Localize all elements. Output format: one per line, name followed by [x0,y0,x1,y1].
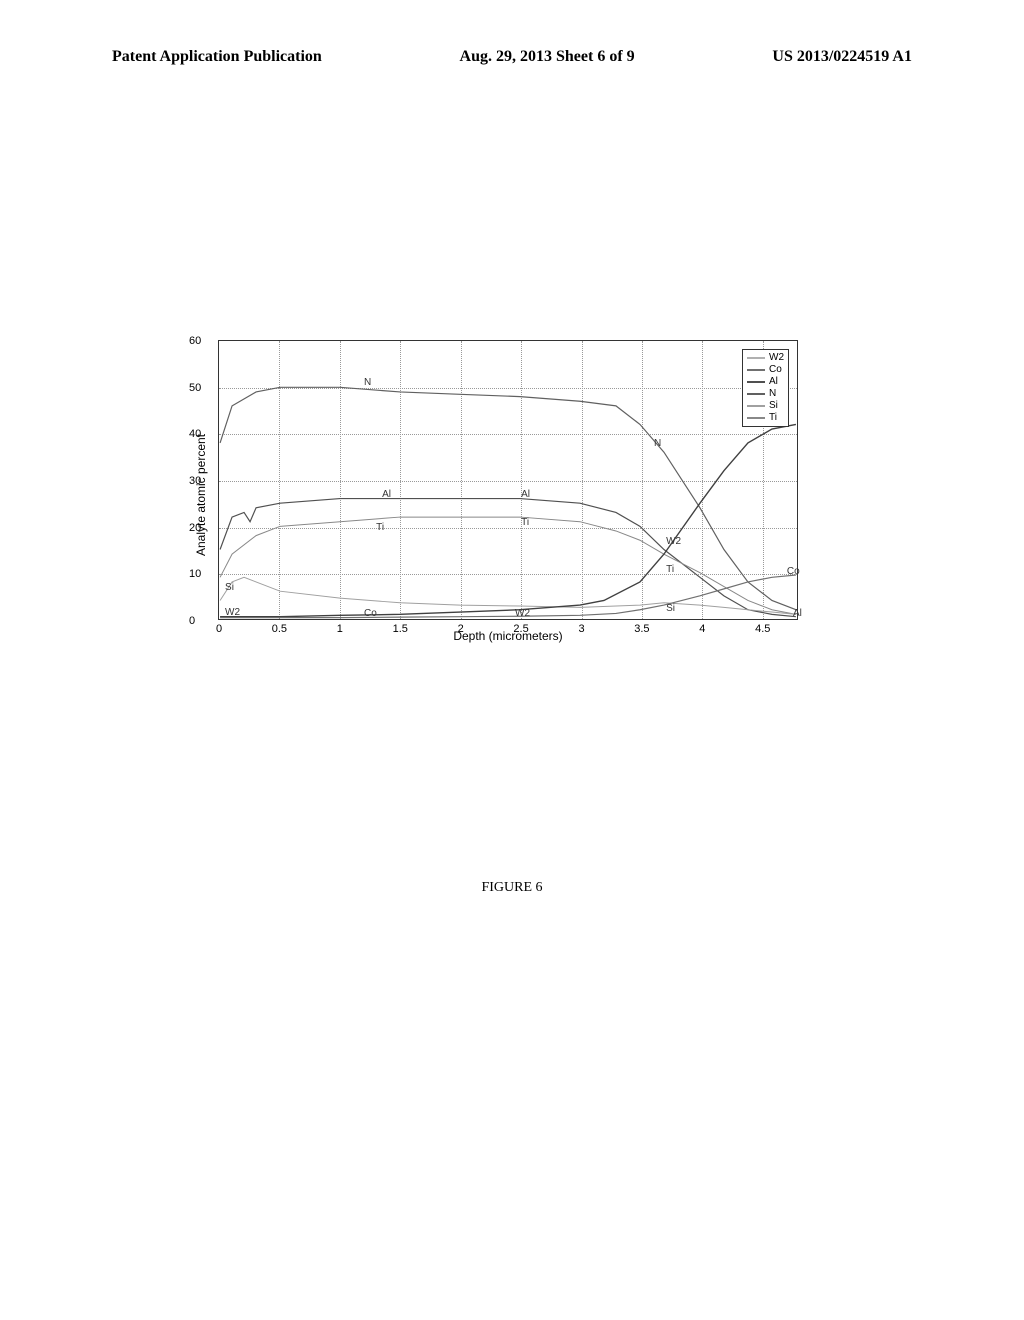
series-inline-label: Si [666,603,675,614]
x-tick-label: 1.5 [393,623,408,635]
legend-label: N [769,388,776,400]
legend-label: Ti [769,412,777,424]
x-tick-label: 3.5 [634,623,649,635]
x-tick-label: 4.5 [755,623,770,635]
legend-row: Si [747,400,784,412]
chart-legend: W2CoAlNSiTi [742,349,789,427]
y-tick-label: 50 [189,382,201,394]
x-tick-label: 0.5 [272,623,287,635]
series-inline-label: Co [364,608,377,619]
y-tick-label: 20 [189,522,201,534]
legend-row: Co [747,364,784,376]
legend-label: Si [769,400,778,412]
legend-swatch-icon [747,405,765,407]
x-tick-label: 0 [216,623,222,635]
header-right: US 2013/0224519 A1 [772,48,912,66]
series-inline-label: W2 [515,608,530,619]
series-inline-label: W2 [225,607,240,618]
series-Al [220,499,796,617]
y-tick-label: 0 [189,615,195,627]
x-tick-label: 4 [699,623,705,635]
header-center: Aug. 29, 2013 Sheet 6 of 9 [460,48,635,66]
series-inline-label: Co [787,566,800,577]
series-inline-label: Ti [521,517,529,528]
depth-profile-chart: Analyte atomic percent W2CoAlNSiTi NNAlA… [160,340,800,650]
series-inline-label: Al [382,489,391,500]
x-tick-label: 3 [578,623,584,635]
series-W2 [220,424,796,616]
legend-row: Al [747,376,784,388]
chart-lines [219,341,797,619]
y-tick-label: 10 [189,568,201,580]
x-tick-label: 2 [458,623,464,635]
x-tick-label: 2.5 [513,623,528,635]
series-inline-label: Si [225,582,234,593]
page-header: Patent Application Publication Aug. 29, … [0,48,1024,66]
legend-swatch-icon [747,381,765,383]
series-Co [220,575,796,618]
series-inline-label: Ti [666,564,674,575]
plot-area: W2CoAlNSiTi NNAlAlAlTiTiTiSiSiW2W2W2CoCo… [218,340,798,620]
legend-swatch-icon [747,369,765,371]
series-Si [220,577,796,614]
series-inline-label: Al [521,489,530,500]
series-inline-label: Ti [376,522,384,533]
figure-caption: FIGURE 6 [481,880,542,896]
legend-swatch-icon [747,417,765,419]
series-Ti [220,517,796,614]
legend-label: Al [769,376,778,388]
x-tick-label: 1 [337,623,343,635]
y-tick-label: 30 [189,475,201,487]
legend-label: W2 [769,352,784,364]
x-axis-label: Depth (micrometers) [453,629,562,643]
y-axis-label: Analyte atomic percent [194,434,208,556]
legend-swatch-icon [747,393,765,395]
series-inline-label: N [654,438,661,449]
legend-row: N [747,388,784,400]
legend-label: Co [769,364,782,376]
series-inline-label: W2 [666,536,681,547]
legend-row: W2 [747,352,784,364]
legend-row: Ti [747,412,784,424]
header-left: Patent Application Publication [112,48,322,66]
series-inline-label: Al [793,608,802,619]
series-inline-label: N [364,377,371,388]
y-tick-label: 40 [189,428,201,440]
legend-swatch-icon [747,357,765,359]
y-tick-label: 60 [189,335,201,347]
